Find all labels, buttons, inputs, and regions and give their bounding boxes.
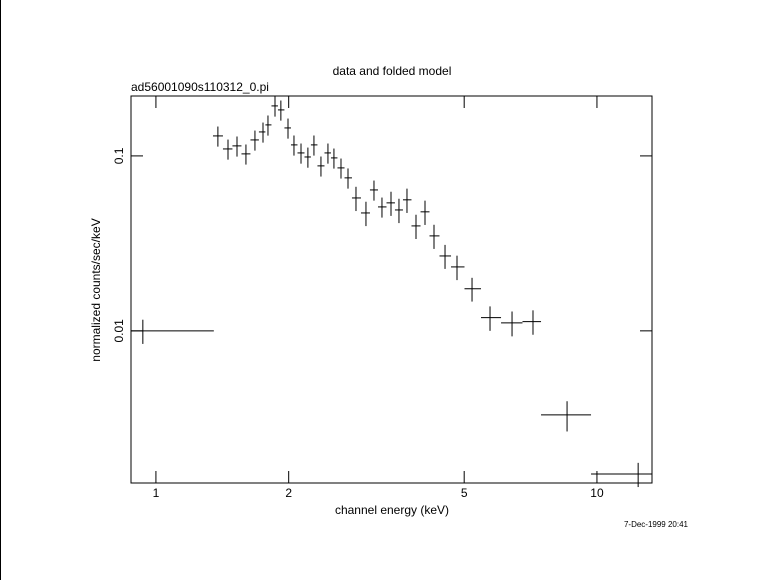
x-tick-label: 10 [590,486,604,500]
chart-subtitle: ad56001090s110312_0.pi [131,80,269,94]
x-tick-label: 1 [153,486,160,500]
y-tick-label: 0.01 [112,319,126,343]
date-stamp: 7-Dec-1999 20:41 [624,520,689,529]
y-tick-label: 0.1 [112,147,126,164]
x-tick-label: 2 [285,486,292,500]
x-axis-label: channel energy (keV) [335,503,449,517]
y-axis-label: normalized counts/sec/keV [89,218,103,361]
plot-frame [130,95,653,484]
x-tick-label: 5 [461,486,468,500]
chart-title: data and folded model [333,64,452,78]
